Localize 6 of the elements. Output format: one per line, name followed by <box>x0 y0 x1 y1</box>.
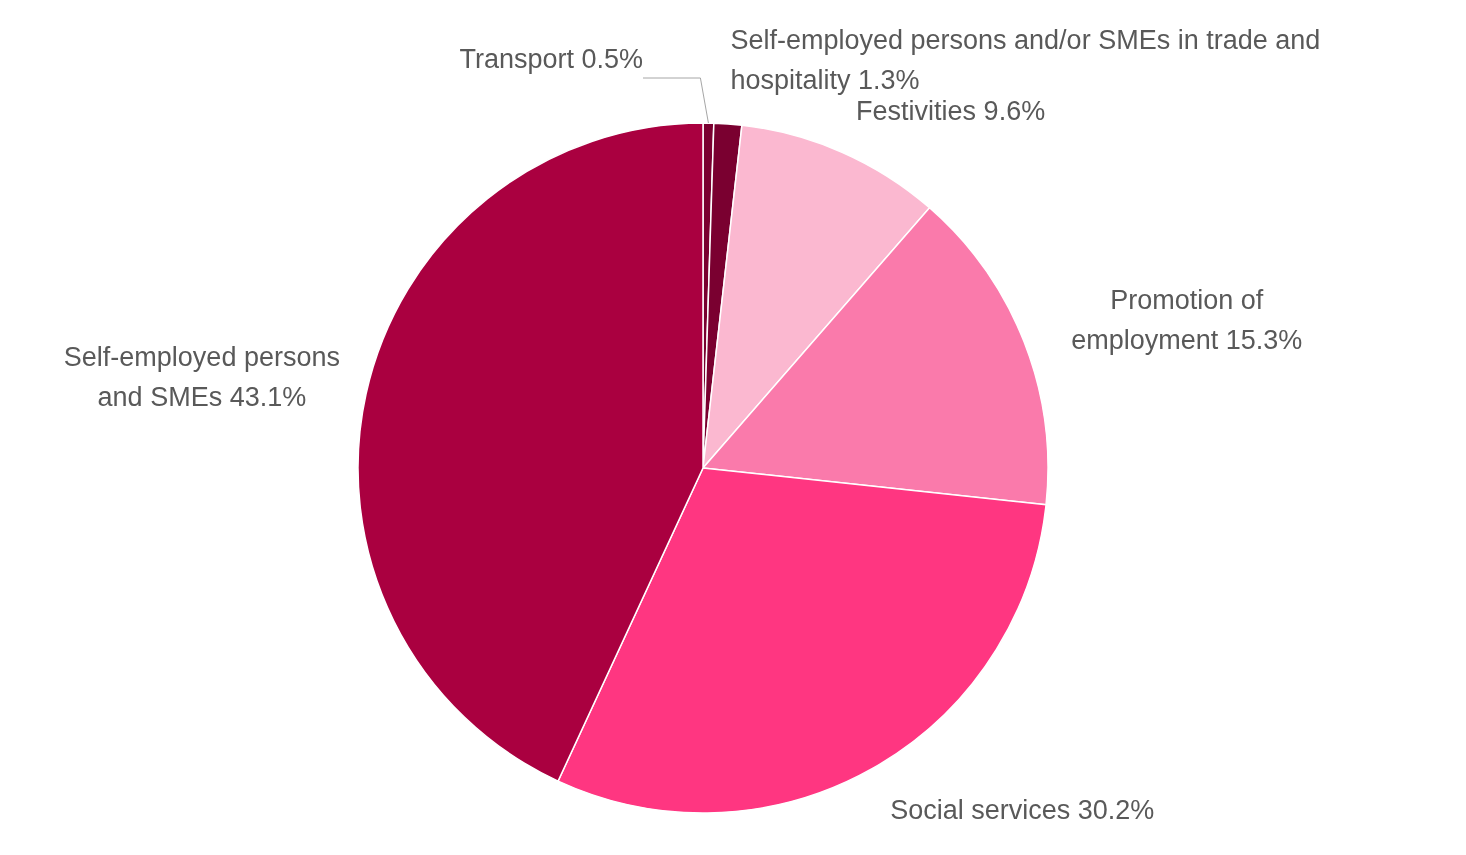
slice-label: Social services 30.2% <box>890 794 1155 825</box>
slice-label: Promotion of employment 15.3% <box>1071 285 1303 356</box>
slice-label: Transport 0.5% <box>459 44 643 74</box>
slice-label: Self-employed persons and SMEs 43.1% <box>63 342 340 413</box>
slice-label: Self-employed persons and/or SMEs in trade and hospitality 1.3% <box>730 24 1321 95</box>
slice-label: Festivities 9.6% <box>856 96 1046 127</box>
